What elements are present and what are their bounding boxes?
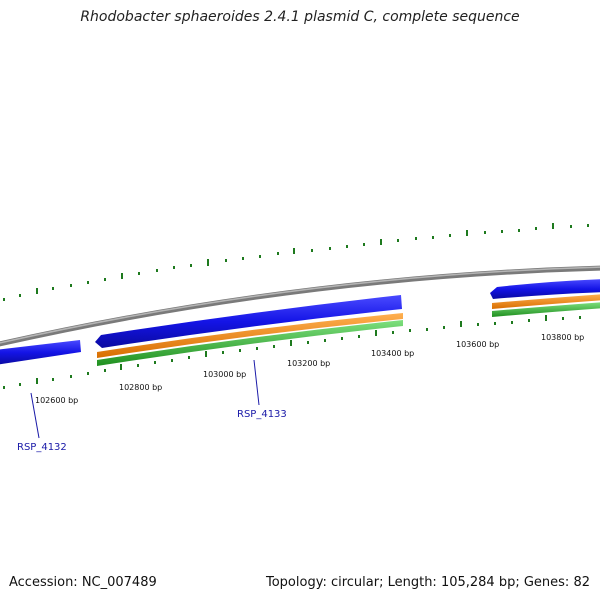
ruler-label: 102600 bp xyxy=(35,396,78,405)
gene-label-leader xyxy=(30,392,40,439)
ruler-label: 103400 bp xyxy=(371,349,414,358)
cds-band-right[interactable] xyxy=(492,294,600,309)
cds-band[interactable] xyxy=(97,313,403,358)
gene-rsp-4132-arrow[interactable] xyxy=(0,340,81,365)
backbone-arc xyxy=(0,265,600,347)
ruler-label: 103000 bp xyxy=(203,370,246,379)
gene-band[interactable] xyxy=(97,320,403,366)
ruler-label: 102800 bp xyxy=(119,383,162,392)
ruler-tick-track xyxy=(3,315,581,389)
gene-band-right[interactable] xyxy=(492,302,600,317)
gene-label-rsp-4133[interactable]: RSP_4133 xyxy=(237,409,287,420)
map-title: Rhodobacter sphaeroides 2.4.1 plasmid C,… xyxy=(80,9,520,25)
summary-text: Topology: circular; Length: 105,284 bp; … xyxy=(265,575,590,590)
gene-label-leader xyxy=(253,359,260,406)
gene-label-rsp-4132[interactable]: RSP_4132 xyxy=(17,442,67,453)
accession-text: Accession: NC_007489 xyxy=(9,575,157,590)
ruler-label: 103800 bp xyxy=(541,333,584,342)
gene-rsp-4133-arrow[interactable] xyxy=(95,295,402,348)
ruler-label: 103600 bp xyxy=(456,340,499,349)
outer-tick-track xyxy=(3,223,589,301)
ruler-label: 103200 bp xyxy=(287,359,330,368)
gene-right-arrow[interactable] xyxy=(490,279,600,299)
